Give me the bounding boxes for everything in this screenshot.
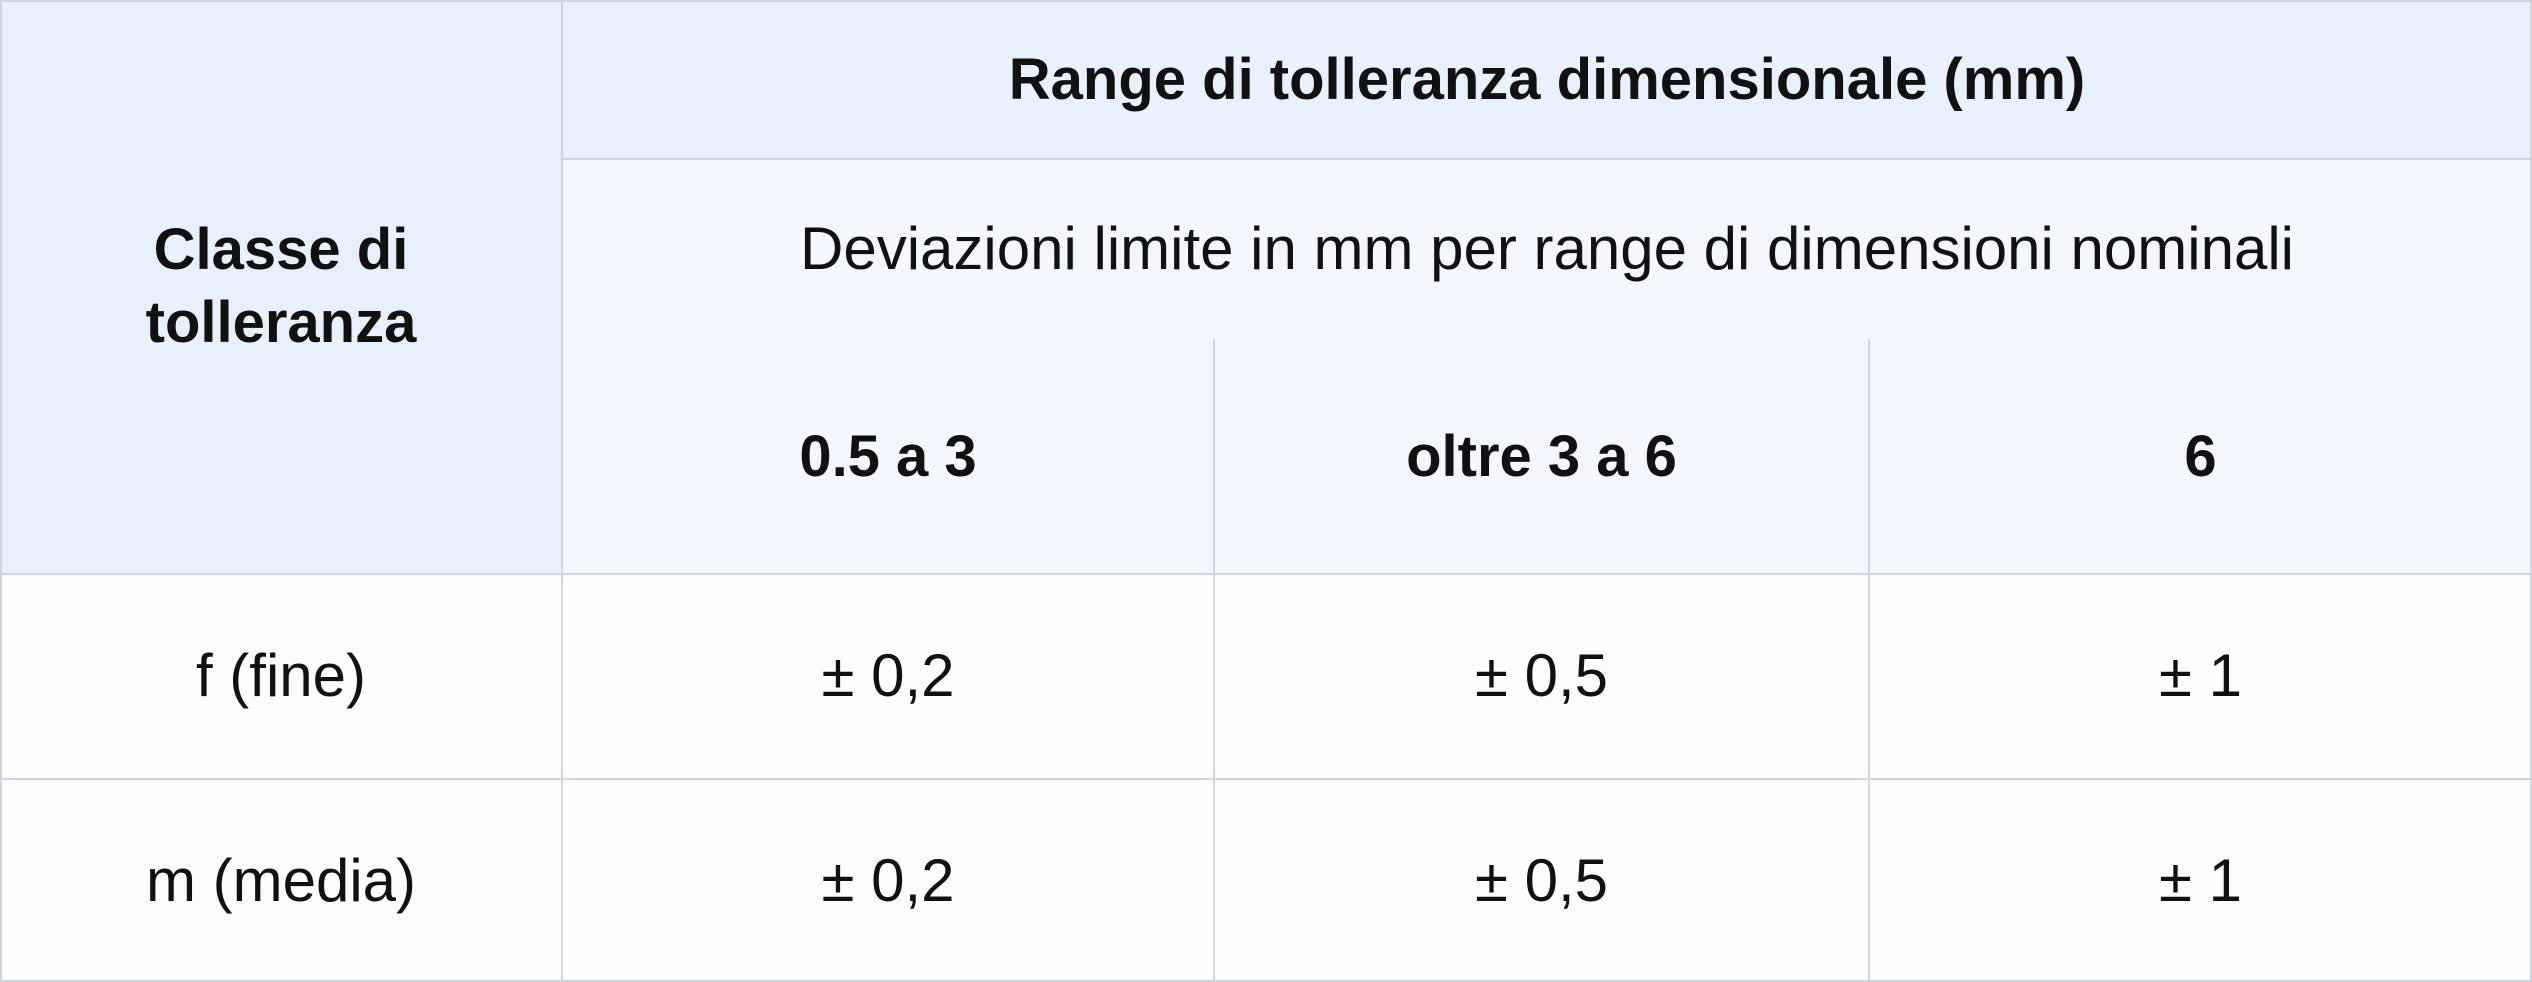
border	[562, 158, 2532, 160]
table-cell: ± 1	[2159, 846, 2242, 914]
table-cell: ± 1	[2159, 642, 2242, 709]
row-header-cell: Classe di tolleranza	[0, 0, 562, 573]
border	[0, 778, 2532, 780]
table-cell: ± 0,2	[821, 642, 955, 709]
border	[561, 0, 563, 982]
table-title: Range di tolleranza dimensionale (mm)	[562, 0, 2532, 158]
column-header: 0.5 a 3	[562, 339, 1214, 573]
table-cell: ± 0,5	[1474, 846, 1608, 914]
border	[0, 573, 2532, 575]
border	[0, 980, 2532, 982]
table-cell: ± 0,2	[821, 846, 955, 914]
border	[0, 0, 2532, 2]
border	[2530, 0, 2532, 982]
column-header: 6	[1869, 339, 2532, 573]
table-cell: ± 0,5	[1474, 642, 1608, 709]
border	[1213, 339, 1215, 982]
row-label: f (fine)	[195, 642, 367, 709]
column-header: oltre 3 a 6	[1214, 339, 1869, 573]
border	[0, 0, 2, 982]
table-subtitle: Deviazioni limite in mm per range di dim…	[562, 158, 2532, 339]
row-header: Classe di tolleranza	[145, 217, 417, 355]
border	[1868, 339, 1870, 982]
row-label: m (media)	[145, 846, 417, 914]
